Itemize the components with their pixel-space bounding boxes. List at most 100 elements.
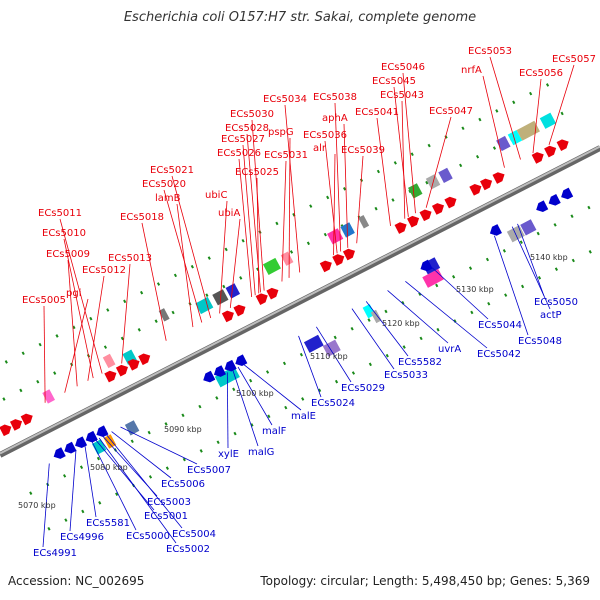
track-tick: [333, 335, 337, 340]
track-tick: [106, 308, 110, 312]
accession-text: Accession: NC_002695: [8, 574, 145, 588]
forward-gene-label: ECs5012: [82, 265, 126, 276]
track-tick: [36, 379, 40, 384]
reverse-gene-label: ECs5029: [341, 383, 385, 394]
track-tick: [53, 371, 57, 375]
forward-gene-arrow: [531, 152, 544, 164]
track-tick: [181, 413, 185, 418]
forward-gene-label: ECs5028: [225, 123, 269, 134]
reverse-leader-line: [298, 335, 322, 398]
gene-block: [408, 183, 423, 199]
reverse-leader-line: [98, 437, 177, 544]
gene-block: [422, 268, 444, 288]
backbone-line: [0, 145, 600, 458]
track-tick: [374, 206, 378, 211]
reverse-gene-label: ECs5042: [477, 349, 521, 360]
track-tick: [529, 91, 533, 96]
reverse-leader-line: [226, 372, 229, 449]
track-tick: [249, 378, 253, 383]
track-tick: [140, 290, 144, 295]
track-tick: [275, 221, 279, 226]
reverse-gene-label: ECs5006: [161, 479, 205, 490]
forward-leader-line: [176, 203, 194, 328]
reverse-gene-label: ECs5033: [384, 370, 428, 381]
track-tick: [216, 440, 220, 445]
forward-leader-line: [401, 100, 406, 219]
track-tick: [103, 345, 108, 349]
track-tick: [570, 214, 574, 219]
forward-gene-arrow: [266, 287, 279, 300]
forward-leader-line: [482, 75, 505, 168]
track-tick: [502, 249, 506, 253]
reverse-leader-line: [42, 463, 50, 548]
forward-gene-arrow: [319, 260, 332, 273]
forward-gene-label: ECs5046: [381, 62, 425, 73]
track-tick: [55, 334, 59, 338]
forward-gene-label: ECs5036: [303, 130, 347, 141]
track-tick: [148, 475, 153, 479]
forward-leader-line: [402, 72, 416, 214]
track-tick: [553, 223, 557, 227]
forward-gene-arrow: [20, 413, 33, 426]
forward-gene-arrow: [444, 196, 457, 209]
forward-gene-label: ECs5043: [380, 90, 424, 101]
reverse-gene-arrow: [203, 370, 216, 383]
track-tick: [587, 205, 591, 210]
reverse-gene-label: ECs5024: [311, 398, 355, 409]
track-tick: [205, 293, 209, 297]
reverse-gene-label: malG: [248, 447, 274, 458]
leader-lines: [42, 56, 575, 548]
reverse-gene-arrow: [235, 354, 248, 366]
reverse-gene-arrow: [64, 441, 77, 454]
reverse-leader-line: [431, 267, 489, 320]
track-tick: [19, 388, 23, 393]
forward-leader-line: [43, 305, 46, 403]
track-tick: [120, 336, 124, 341]
forward-gene-label: alr: [313, 143, 327, 154]
forward-gene-arrow: [394, 222, 407, 234]
forward-leader-line: [356, 155, 364, 244]
forward-gene-label: ECs5020: [142, 179, 186, 190]
gene-block: [225, 283, 241, 299]
forward-leader-line: [63, 238, 94, 379]
track-tick: [478, 117, 482, 122]
reverse-leader-line: [517, 223, 545, 297]
forward-gene-arrow: [342, 248, 355, 261]
forward-leader-line: [393, 86, 409, 217]
forward-gene-label: lamB: [155, 193, 181, 204]
forward-gene-label: pgi: [66, 288, 81, 299]
track-tick: [519, 240, 523, 244]
forward-leader-line: [425, 116, 452, 208]
reverse-gene-label: uvrA: [438, 344, 461, 355]
forward-gene-label: ECs5027: [221, 134, 265, 145]
track-tick: [96, 456, 101, 461]
forward-leader-line: [141, 222, 167, 341]
reverse-gene-label: ECs5002: [166, 544, 210, 555]
gene-block: [124, 420, 140, 436]
reverse-leader-line: [95, 439, 155, 511]
forward-leader-line: [548, 64, 575, 146]
forward-leader-line: [281, 160, 287, 282]
track-tick: [156, 282, 161, 286]
track-tick: [233, 431, 237, 436]
track-tick: [425, 180, 429, 185]
reverse-leader-line: [69, 449, 77, 532]
forward-leader-line: [67, 259, 78, 387]
forward-leader-line: [489, 56, 521, 160]
forward-leader-line: [246, 133, 261, 293]
forward-gene-label: ubiC: [205, 190, 227, 201]
forward-gene-label: ubiA: [218, 208, 240, 219]
forward-leader-line: [171, 175, 212, 319]
track-tick: [475, 154, 480, 159]
track-tick: [435, 283, 439, 288]
forward-gene-label: ECs5031: [264, 150, 308, 161]
gene-block: [438, 167, 453, 184]
forward-leader-line: [121, 263, 131, 364]
gene-block: [358, 215, 370, 229]
forward-gene-label: ECs5045: [372, 76, 416, 87]
ruler-label: 5100 kbp: [236, 389, 274, 398]
forward-leader-line: [163, 189, 203, 323]
reverse-gene-label: ECs5004: [172, 529, 216, 540]
track-tick: [452, 275, 456, 279]
